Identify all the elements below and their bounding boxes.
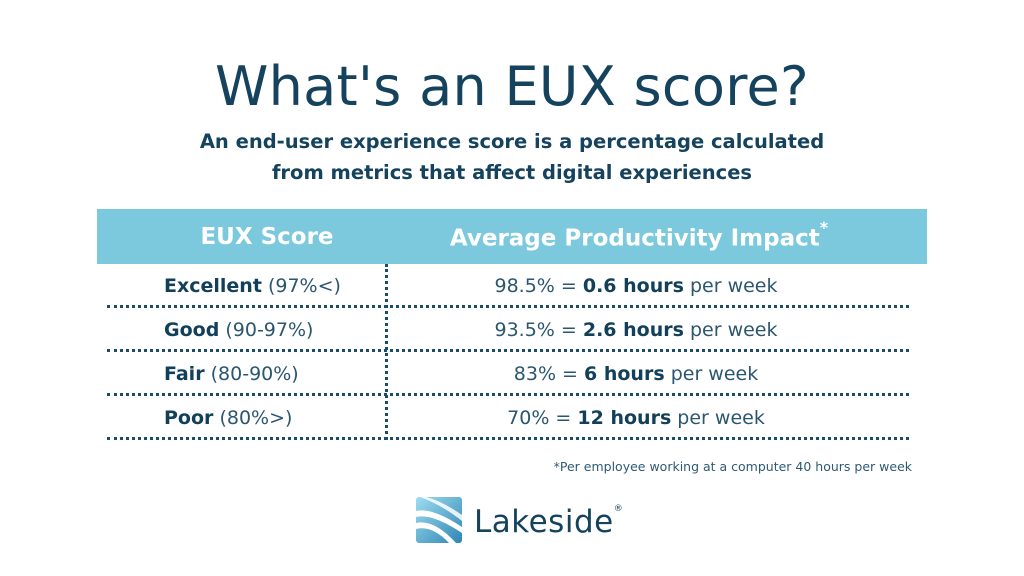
header-eux-score: EUX Score bbox=[200, 223, 334, 250]
brand-name: Lakeside® bbox=[474, 503, 624, 540]
lakeside-logo-icon bbox=[416, 497, 462, 547]
impact-percent: 98.5% = bbox=[494, 275, 577, 297]
impact-cell: 98.5% = 0.6 hours per week bbox=[385, 275, 927, 297]
page-title: What's an EUX score? bbox=[214, 55, 810, 118]
score-cell: Fair (80-90%) bbox=[97, 363, 385, 385]
impact-cell: 70% = 12 hours per week bbox=[385, 407, 927, 429]
score-range: (80%>) bbox=[219, 407, 293, 429]
table-row: Excellent (97%<) 98.5% = 0.6 hours per w… bbox=[97, 264, 927, 308]
header-productivity-impact: Average Productivity Impact* bbox=[411, 218, 927, 252]
score-cell: Good (90-97%) bbox=[97, 319, 385, 341]
table-row: Poor (80%>) 70% = 12 hours per week bbox=[97, 396, 927, 440]
header-impact-footnote-mark: * bbox=[819, 217, 829, 237]
impact-hours: 6 hours bbox=[584, 363, 665, 385]
subtitle-line-2: from metrics that affect digital experie… bbox=[271, 161, 753, 184]
impact-hours: 2.6 hours bbox=[582, 319, 684, 341]
subtitle-line-1: An end-user experience score is a percen… bbox=[199, 130, 825, 153]
impact-percent: 83% = bbox=[513, 363, 578, 385]
score-label: Excellent bbox=[164, 275, 262, 297]
impact-suffix: per week bbox=[689, 319, 778, 341]
eux-score-table: EUX Score Average Productivity Impact* E… bbox=[97, 209, 927, 440]
impact-hours: 12 hours bbox=[577, 407, 672, 429]
score-label: Fair bbox=[164, 363, 205, 385]
score-range: (80-90%) bbox=[210, 363, 299, 385]
subtitle: An end-user experience score is a percen… bbox=[0, 126, 1024, 188]
score-cell: Excellent (97%<) bbox=[97, 275, 385, 297]
score-label: Good bbox=[164, 319, 220, 341]
impact-percent: 70% = bbox=[507, 407, 572, 429]
impact-hours: 0.6 hours bbox=[582, 275, 684, 297]
header-impact-label: Average Productivity Impact bbox=[449, 225, 820, 252]
brand-logo: Lakeside® bbox=[416, 497, 624, 547]
registered-mark: ® bbox=[613, 503, 624, 514]
score-range: (97%<) bbox=[267, 275, 341, 297]
score-cell: Poor (80%>) bbox=[97, 407, 385, 429]
impact-percent: 93.5% = bbox=[494, 319, 577, 341]
score-label: Poor bbox=[164, 407, 214, 429]
impact-suffix: per week bbox=[689, 275, 778, 297]
table-row: Fair (80-90%) 83% = 6 hours per week bbox=[97, 352, 927, 396]
impact-cell: 83% = 6 hours per week bbox=[385, 363, 927, 385]
score-range: (90-97%) bbox=[225, 319, 314, 341]
impact-suffix: per week bbox=[677, 407, 765, 429]
column-divider bbox=[385, 264, 388, 440]
impact-cell: 93.5% = 2.6 hours per week bbox=[385, 319, 927, 341]
impact-suffix: per week bbox=[670, 363, 759, 385]
table-header: EUX Score Average Productivity Impact* bbox=[97, 209, 927, 264]
table-row: Good (90-97%) 93.5% = 2.6 hours per week bbox=[97, 308, 927, 352]
footnote: *Per employee working at a computer 40 h… bbox=[553, 459, 912, 474]
